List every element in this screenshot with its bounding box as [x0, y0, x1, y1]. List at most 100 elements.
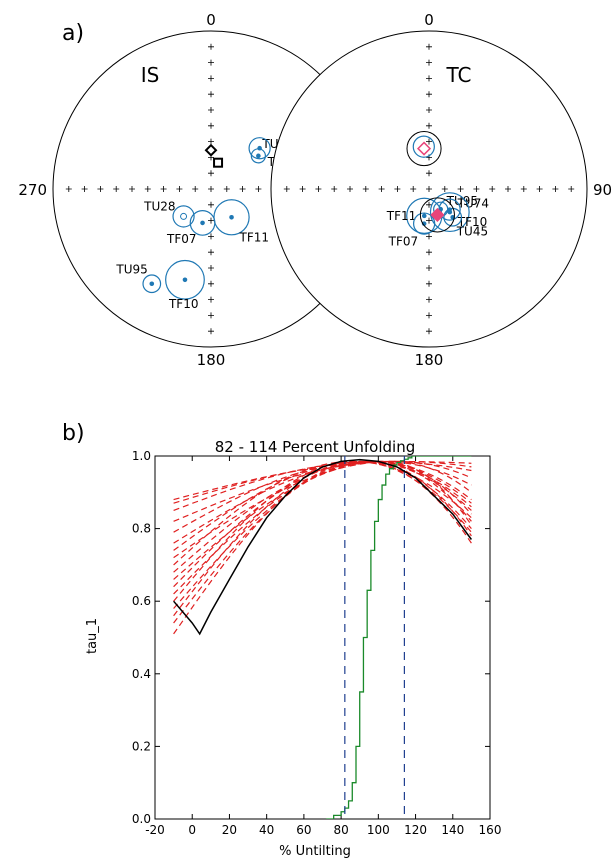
- tick-mark: [144, 186, 151, 192]
- panel-b: b) 82 - 114 Percent Unfolding tau_1 % Un…: [62, 421, 501, 858]
- direction-label-north: 0: [424, 11, 434, 29]
- tick-mark: [378, 186, 385, 192]
- site-label: TU45: [456, 224, 488, 238]
- tick-mark: [426, 296, 432, 303]
- y-tick-label: 1.0: [132, 449, 151, 463]
- tick-mark: [113, 186, 120, 192]
- direction-label-west: 270: [18, 181, 47, 199]
- tick-mark: [208, 107, 214, 113]
- x-tick-label: 140: [441, 823, 464, 837]
- site-mean-point: [256, 153, 261, 159]
- bootstrap-curve: [173, 460, 472, 624]
- bootstrap-curve: [173, 460, 472, 635]
- cumulative-distribution-curve: [326, 456, 472, 819]
- tick-mark: [426, 312, 432, 319]
- tick-mark: [426, 265, 432, 271]
- panel-b-label: b): [62, 421, 85, 446]
- mean-square-marker: [213, 157, 224, 168]
- tick-mark: [160, 186, 167, 192]
- y-axis-label: tau_1: [85, 618, 100, 654]
- tick-mark: [362, 186, 369, 192]
- site-label: TU95: [115, 263, 147, 277]
- tick-mark: [426, 328, 432, 335]
- tick-mark: [208, 75, 214, 82]
- y-tick-label: 0.2: [132, 739, 151, 753]
- tick-mark: [208, 265, 214, 271]
- site-confidence-circle: [443, 207, 463, 227]
- tick-mark: [208, 201, 214, 208]
- direction-label-south: 180: [197, 351, 226, 369]
- tick-mark: [208, 312, 214, 319]
- site-confidence-circle: [412, 135, 435, 158]
- bootstrap-curve: [173, 460, 472, 580]
- tick-mark: [208, 91, 214, 98]
- x-tick-label: 60: [296, 823, 311, 837]
- tick-mark: [208, 280, 214, 287]
- site-label: TF07: [388, 235, 419, 249]
- tick-mark: [208, 249, 214, 256]
- tick-mark: [426, 201, 432, 208]
- site-mean-point: [447, 209, 453, 215]
- stereonet-is: 0180270ISTU45TU74TU28TF07TF11TU95TF10: [18, 11, 370, 369]
- tick-mark: [208, 43, 214, 50]
- tick-mark: [208, 170, 214, 177]
- bootstrap-curve: [173, 460, 472, 573]
- site-confidence-circle: [165, 259, 205, 300]
- tick-mark: [426, 122, 432, 129]
- site-mean-point: [200, 220, 205, 226]
- tick-mark: [331, 186, 338, 192]
- tick-mark: [208, 122, 214, 129]
- tick-mark: [426, 43, 432, 50]
- tick-mark: [255, 186, 262, 192]
- tick-mark: [505, 186, 511, 192]
- tick-mark: [299, 186, 306, 192]
- direction-label-south: 180: [415, 351, 444, 369]
- plot-frame: [154, 455, 491, 820]
- site-label: TU28: [143, 199, 175, 213]
- bootstrap-curve: [173, 460, 472, 522]
- net-name: TC: [445, 63, 471, 87]
- y-tick-label: 0.4: [132, 667, 151, 681]
- tick-mark: [208, 296, 214, 303]
- site-label: TF07: [166, 232, 197, 246]
- tick-mark: [426, 138, 432, 145]
- tick-mark: [426, 59, 432, 66]
- net-name: IS: [141, 63, 160, 87]
- tick-mark: [208, 233, 214, 240]
- tick-mark: [457, 186, 464, 192]
- site-confidence-circle: [248, 137, 271, 160]
- site-label: TU74: [457, 197, 489, 211]
- tick-mark: [426, 91, 432, 98]
- x-tick-label: 160: [479, 823, 502, 837]
- tick-mark: [473, 186, 480, 192]
- tick-mark: [426, 217, 432, 224]
- x-tick-label: 40: [259, 823, 274, 837]
- tick-mark: [394, 186, 401, 192]
- x-tick-label: 120: [404, 823, 427, 837]
- tick-mark: [176, 186, 183, 192]
- bootstrap-curve: [173, 460, 472, 566]
- site-mean-point: [182, 277, 188, 283]
- site-label: TF11: [239, 230, 270, 244]
- tick-mark: [426, 107, 432, 113]
- tick-mark: [441, 186, 448, 192]
- tick-mark: [426, 170, 432, 177]
- site-mean-point: [229, 214, 234, 220]
- site-confidence-circle: [213, 199, 250, 236]
- tick-mark: [426, 75, 432, 82]
- x-tick-label: 80: [333, 823, 348, 837]
- tick-mark: [208, 217, 214, 224]
- site-mean-point: [180, 212, 188, 220]
- tick-mark: [283, 186, 290, 192]
- site-confidence-circle: [172, 205, 195, 228]
- site-confidence-circle: [142, 274, 162, 294]
- mean-diamond-marker: [204, 143, 218, 157]
- mean-confidence-circle: [406, 131, 442, 167]
- mean-diamond-marker: [430, 207, 445, 222]
- site-label: TF10: [457, 215, 488, 229]
- tick-mark: [208, 328, 214, 335]
- x-axis-label: % Untilting: [279, 844, 351, 858]
- tick-mark: [81, 186, 88, 192]
- center-cross: [426, 186, 432, 192]
